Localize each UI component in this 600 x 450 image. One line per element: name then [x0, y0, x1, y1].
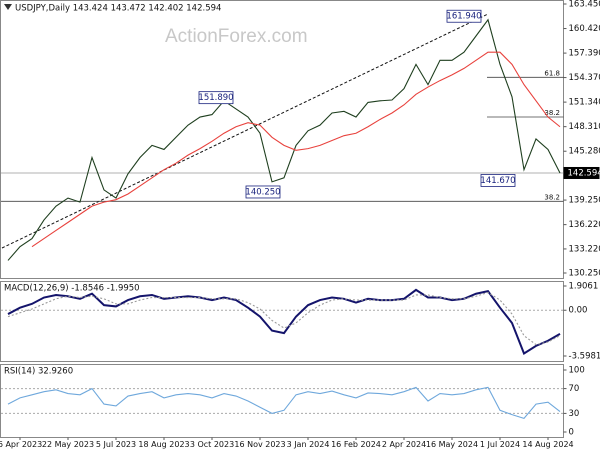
series-line [7, 291, 561, 346]
annotation-box [480, 174, 516, 187]
x-tick-label: 2 Apr 2024 [382, 440, 426, 449]
x-tick-label: 5 Jul 2023 [96, 440, 136, 449]
x-tick-label: 16 Feb 2024 [331, 440, 381, 449]
price-panel [0, 0, 564, 279]
fib-label: 61.8 [544, 69, 560, 77]
x-tick-label: 18 Aug 2023 [138, 440, 189, 449]
y-tick-label: 157.390 [569, 49, 600, 59]
series-line [7, 288, 561, 355]
y-tick-label: 160.420 [569, 24, 600, 34]
y-tick-label: 163.450 [569, 0, 600, 10]
fib-label: 38.2 [544, 193, 560, 201]
y-tick-label: 70 [569, 384, 580, 394]
watermark: ActionForex.com [165, 26, 308, 47]
series-line [7, 18, 561, 261]
y-tick-label: 145.280 [569, 147, 600, 157]
annotation-label: 151.890 [198, 93, 233, 103]
y-tick-label: 148.310 [569, 122, 600, 132]
y-tick-label: 0.00 [569, 306, 588, 316]
symbol-icon [4, 4, 12, 10]
y-tick-label: 151.340 [569, 98, 600, 108]
y-tick-label: 139.250 [569, 196, 600, 206]
y-tick-label: 100 [569, 366, 585, 376]
y-tick-label: 133.220 [569, 244, 600, 254]
macd-title: MACD(12,26,9) -1.8546 -1.9950 [4, 284, 140, 294]
x-tick-label: 22 May 2023 [42, 440, 94, 449]
x-tick-label: 14 Aug 2024 [522, 440, 573, 449]
series-line [7, 386, 561, 419]
annotation-box [446, 9, 482, 23]
annotation-label: 141.670 [480, 176, 515, 186]
series-line [31, 51, 561, 248]
x-tick-label: 6 Apr 2023 [0, 440, 42, 449]
y-tick-label: 1.9061 [569, 282, 599, 292]
y-tick-label: -3.5981 [569, 352, 600, 362]
y-tick-label: 0 [569, 428, 574, 438]
x-tick-label: 3 Jan 2024 [287, 440, 330, 449]
chart-title: USDJPY,Daily 143.424 143.472 142.402 142… [15, 4, 221, 14]
fib-label: 38.2 [544, 109, 560, 117]
rsi-panel [0, 364, 564, 438]
x-tick-label: 3 Oct 2023 [190, 440, 234, 449]
y-tick-label: 130.250 [569, 269, 600, 279]
last-price-box [563, 166, 600, 179]
y-tick-label: 154.370 [569, 73, 600, 83]
annotation-label: 161.940 [446, 12, 481, 22]
annotation-label: 140.250 [245, 187, 280, 197]
y-tick-label: 136.220 [569, 220, 600, 230]
x-tick-label: 1 Jul 2024 [480, 440, 520, 449]
x-tick-label: 16 Nov 2023 [234, 440, 285, 449]
annotation-box [245, 185, 281, 199]
x-tick-label: 16 May 2024 [426, 440, 478, 449]
y-tick-label: 30 [569, 409, 580, 419]
rsi-title: RSI(14) 32.9260 [4, 367, 73, 377]
annotation-box [198, 91, 234, 105]
last-price-label: 142.594 [568, 168, 600, 178]
